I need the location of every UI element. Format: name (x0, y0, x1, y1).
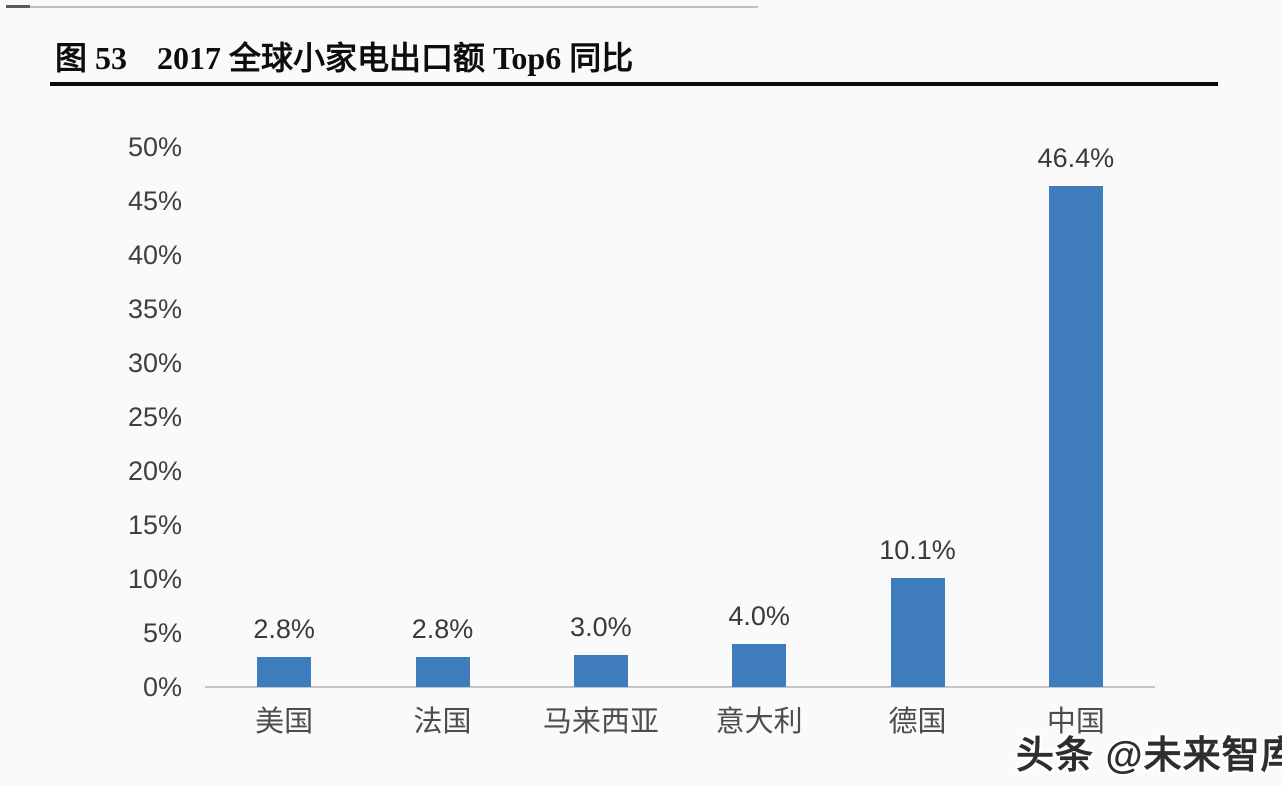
y-axis-tick-label: 40% (127, 240, 182, 270)
y-axis-tick-label: 30% (127, 348, 182, 378)
category-label: 法国 (413, 706, 472, 738)
page-top-rule (6, 6, 758, 8)
bar-6 (1048, 185, 1103, 687)
bar-1 (257, 656, 312, 687)
bar-value-label: 10.1% (879, 534, 956, 565)
bar-5 (890, 577, 945, 687)
category-label: 意大利 (715, 706, 803, 738)
category-label: 中国 (1046, 706, 1105, 738)
bar-3 (573, 654, 628, 687)
figure-number: 图 53 (55, 40, 128, 76)
y-axis-tick-label: 35% (127, 294, 182, 324)
y-axis-tick-label: 45% (127, 186, 182, 216)
y-axis-tick-label: 25% (127, 402, 182, 432)
bar-value-label: 46.4% (1037, 142, 1115, 173)
y-axis-tick-label: 10% (127, 564, 182, 594)
category-label: 德国 (888, 706, 947, 738)
figure-title-text: 2017 全球小家电出口额 Top6 同比 (157, 40, 634, 76)
y-axis-tick-label: 5% (142, 618, 182, 648)
category-label: 马来西亚 (542, 706, 659, 738)
bar-value-label: 2.8% (411, 613, 474, 644)
bar-value-label: 2.8% (253, 613, 315, 644)
y-axis-tick-label: 20% (127, 456, 182, 486)
y-axis-tick-label: 15% (127, 510, 182, 540)
bar-value-label: 4.0% (728, 600, 790, 631)
y-axis-tick-label: 50% (127, 132, 182, 162)
category-label: 美国 (255, 706, 314, 738)
bar-2 (415, 656, 470, 687)
figure-title: 图 53 2017 全球小家电出口额 Top6 同比 (55, 38, 633, 78)
page-top-rule-cap (6, 5, 30, 8)
watermark: 头条 @未来智库 (1016, 735, 1282, 777)
y-axis-tick-label: 0% (142, 672, 182, 702)
bar-4 (732, 643, 787, 687)
title-underline (50, 82, 1218, 86)
x-axis-line (205, 686, 1155, 688)
bar-value-label: 3.0% (570, 611, 632, 642)
